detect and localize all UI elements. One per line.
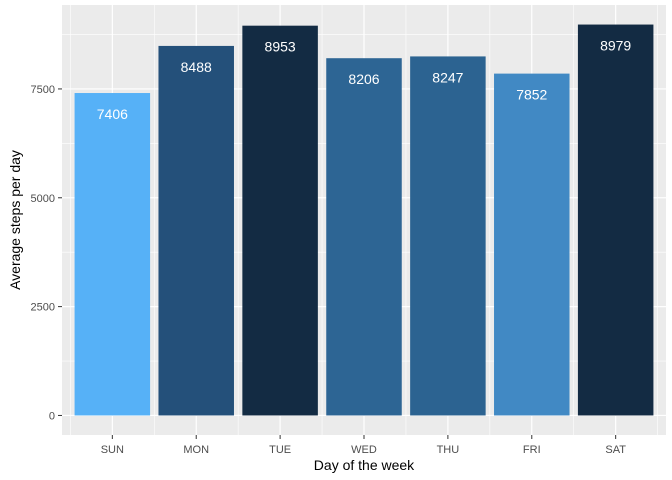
bar-wed [326,58,402,416]
bar-value-label: 7406 [97,106,128,122]
bar-value-label: 8206 [348,71,379,87]
y-tick-label: 5000 [31,193,55,205]
bar-sat [577,24,654,416]
x-tick-label: THU [437,444,460,456]
x-axis: SUN MON TUE WED THU FRI SAT [101,435,626,456]
y-tick-label: 2500 [31,302,55,314]
x-tick-label: TUE [269,444,291,456]
y-axis-title: Average steps per day [7,150,23,290]
x-tick-label: MON [183,444,209,456]
y-tick-label: 7500 [31,84,55,96]
bar-value-label: 8979 [600,38,631,54]
bar-value-label: 8488 [181,59,212,75]
x-tick-label: SUN [101,444,124,456]
x-tick-label: SAT [605,444,626,456]
bar-value-label: 8953 [265,39,296,55]
x-tick-label: WED [351,444,377,456]
y-axis: 0 2500 5000 7500 [31,84,62,422]
bars [74,24,654,416]
bar-value-label: 7852 [516,87,547,103]
x-axis-title: Day of the week [314,457,415,473]
bar-fri [494,73,570,416]
x-tick-label: FRI [523,444,541,456]
bar-mon [158,45,234,416]
bar-value-labels: 7406 8488 8953 8206 8247 7852 8979 [97,38,632,122]
bar-tue [242,25,318,416]
y-tick-label: 0 [49,410,55,422]
bar-sun [74,93,151,416]
bar-value-label: 8247 [432,69,463,85]
bar-thu [410,56,486,416]
